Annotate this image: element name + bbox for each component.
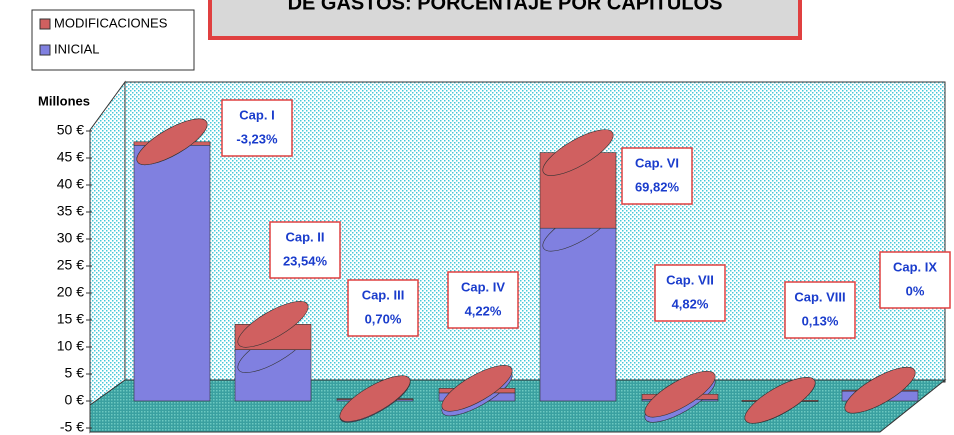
annotation-box — [654, 264, 726, 322]
y-tick-label: 20 € — [57, 284, 84, 300]
bar-part — [539, 227, 617, 402]
bar-part — [542, 129, 614, 176]
y-tick-label: 40 € — [57, 176, 84, 192]
bar — [234, 301, 312, 351]
title-box — [208, 0, 802, 40]
bar-part — [136, 118, 208, 166]
annotation-name: Cap. VI — [635, 155, 679, 170]
annotation-box — [221, 99, 293, 157]
y-tick-label: 25 € — [57, 257, 84, 273]
bar-part — [844, 366, 916, 414]
y-tick-label: 5 € — [65, 365, 85, 381]
y-tick-label: 50 € — [57, 122, 84, 138]
side-wall — [89, 80, 126, 434]
bar-part — [744, 377, 816, 424]
annotation-name: Cap. IV — [461, 279, 505, 294]
annotation-box — [347, 279, 419, 337]
bar — [741, 377, 819, 424]
bar — [641, 370, 719, 418]
annotation-box — [447, 271, 519, 329]
y-tick-label: 0 € — [65, 392, 85, 408]
y-tick-label: 35 € — [57, 203, 84, 219]
annotation-box — [784, 281, 856, 339]
y-axis-label: Millones — [38, 93, 90, 108]
y-tick-label: 45 € — [57, 149, 84, 165]
annotation-name: Cap. IX — [893, 259, 937, 274]
annotation-box — [269, 221, 341, 279]
y-tick-label: 15 € — [57, 311, 84, 327]
annotation-name: Cap. II — [285, 229, 324, 244]
legend-swatch — [39, 44, 51, 56]
bar-part — [339, 375, 411, 422]
bar — [336, 375, 414, 422]
annotation-text: 23,54% — [283, 253, 328, 268]
bar — [841, 366, 919, 414]
legend-label: INICIAL — [54, 41, 100, 56]
annotation-box — [879, 251, 951, 309]
bar-part — [644, 370, 716, 418]
bar — [539, 129, 617, 229]
annotation-text: 69,82% — [635, 179, 680, 194]
annotation-name: Cap. VII — [666, 272, 714, 287]
y-tick-label: 10 € — [57, 338, 84, 354]
annotation-text: -3,23% — [236, 131, 278, 146]
annotation-text: 0,70% — [365, 311, 402, 326]
bar-part — [133, 141, 211, 402]
annotation-box — [621, 147, 693, 205]
bar — [133, 118, 211, 166]
annotation-name: Cap. VIII — [794, 289, 845, 304]
annotation-name: Cap. III — [362, 287, 405, 302]
annotation-text: 4,22% — [465, 303, 502, 318]
bar — [438, 365, 516, 412]
legend-label: MODIFICACIONES — [54, 15, 168, 30]
chart-title: DE GASTOS: PORCENTAJE POR CAPITULOS — [288, 0, 723, 14]
legend-swatch — [39, 18, 51, 30]
annotation-text: 0% — [906, 283, 925, 298]
bar-part — [441, 365, 513, 412]
bar-part — [237, 301, 309, 348]
floor — [89, 379, 947, 433]
annotation-name: Cap. I — [239, 107, 274, 122]
annotation-text: 0,13% — [802, 313, 839, 328]
legend — [31, 9, 195, 71]
y-tick-label: -5 € — [60, 419, 84, 435]
bar — [539, 204, 617, 402]
y-tick-label: 30 € — [57, 230, 84, 246]
annotation-text: 4,82% — [672, 296, 709, 311]
